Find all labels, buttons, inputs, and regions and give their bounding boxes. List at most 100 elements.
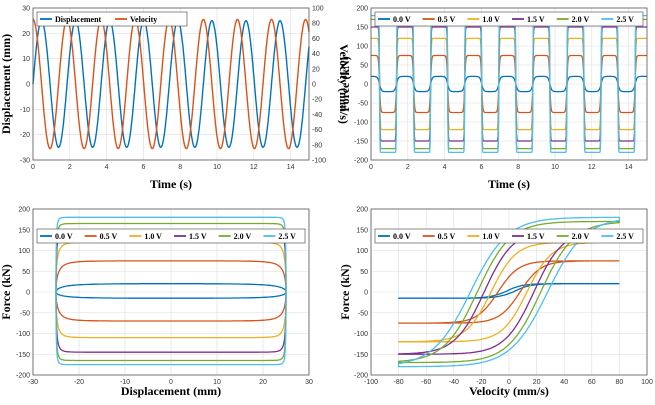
y-tick-label: -20 bbox=[20, 132, 30, 139]
x-tick-label: -60 bbox=[421, 379, 431, 386]
x-tick-label: 100 bbox=[641, 379, 653, 386]
x-axis-label: Time (s) bbox=[488, 177, 530, 191]
x-tick-label: -30 bbox=[28, 379, 38, 386]
y2-tick-label: 60 bbox=[312, 36, 320, 43]
x-tick-label: 80 bbox=[616, 379, 624, 386]
y2-tick-label: 20 bbox=[312, 66, 320, 73]
legend-box bbox=[374, 11, 644, 27]
x-tick-label: 14 bbox=[625, 164, 633, 171]
panel-1: 0 2 4 6 8 10 12 14-30-20-100102030-100-80-60-40… bbox=[0, 6, 351, 192]
x-tick-label: 2 bbox=[406, 164, 410, 171]
legend-label: 2.0 V bbox=[234, 232, 252, 241]
y-tick-label: -30 bbox=[20, 158, 30, 165]
hysteresis-disp-00V bbox=[55, 283, 287, 299]
legend-label: 1.0 V bbox=[144, 232, 162, 241]
x-tick-label: -80 bbox=[394, 379, 404, 386]
legend-label: Displacement bbox=[55, 15, 102, 24]
x-axis-label: Velocity (mm/s) bbox=[469, 384, 549, 398]
legend-box bbox=[374, 228, 644, 244]
hysteresis-vel-25V bbox=[397, 216, 621, 368]
y-tick-label: -50 bbox=[358, 310, 368, 317]
x-tick-label: 10 bbox=[213, 379, 221, 386]
x-tick-label: 0 bbox=[169, 379, 173, 386]
y2-tick-label: -60 bbox=[312, 127, 322, 134]
y-tick-label: 150 bbox=[18, 227, 30, 234]
plot-border bbox=[32, 208, 310, 376]
x-tick-label: 2 bbox=[68, 164, 72, 171]
y-tick-label: -100 bbox=[354, 120, 368, 127]
plot-border bbox=[370, 7, 648, 161]
x-tick-label: -10 bbox=[120, 379, 130, 386]
legend-label: 1.5 V bbox=[527, 15, 545, 24]
y-tick-label: -200 bbox=[354, 373, 368, 380]
y-tick-label: 50 bbox=[22, 269, 30, 276]
legend-label: 2.5 V bbox=[616, 15, 634, 24]
y-tick-label: 200 bbox=[356, 207, 368, 214]
hysteresis-vel-20V bbox=[397, 220, 621, 364]
y-tick-label: 100 bbox=[18, 248, 30, 255]
x-tick-label: 6 bbox=[141, 164, 145, 171]
x-axis-label: Time (s) bbox=[150, 177, 192, 191]
legend-label: 2.5 V bbox=[616, 232, 634, 241]
y2-tick-label: 100 bbox=[312, 6, 324, 13]
y2-tick-label: -80 bbox=[312, 142, 322, 149]
x-tick-label: 6 bbox=[479, 164, 483, 171]
y-tick-label: -100 bbox=[354, 331, 368, 338]
legend-label: 2.0 V bbox=[572, 15, 590, 24]
y-axis-label: Force (kN) bbox=[338, 56, 352, 111]
x-tick-label: 0 bbox=[369, 164, 373, 171]
panel-2: 0 2 4 6 8 10 12 14 -200 -150 -100 -50 0 50 100 150 200 Ti… bbox=[338, 6, 648, 191]
hysteresis-disp-20V bbox=[55, 222, 287, 362]
y-tick-label: 50 bbox=[360, 63, 368, 70]
y-tick-label: -100 bbox=[16, 331, 30, 338]
legend-label: 0.5 V bbox=[438, 15, 456, 24]
legend-box bbox=[36, 228, 306, 244]
y-tick-label: -50 bbox=[20, 310, 30, 317]
panel-3: -30 -20 -10 0 10 20 30-200-150-100-50050100150… bbox=[0, 207, 313, 399]
panel-4: -100 -80 -60 -40 -20 0 20 40 60 80 100-200-150-100… bbox=[338, 207, 653, 399]
y-tick-label: 150 bbox=[356, 227, 368, 234]
x-tick-label: 10 bbox=[213, 164, 221, 171]
y-tick-label: 50 bbox=[360, 269, 368, 276]
x-tick-label: 60 bbox=[588, 379, 596, 386]
x-tick-label: 40 bbox=[560, 379, 568, 386]
x-axis-label: Displacement (mm) bbox=[121, 384, 221, 398]
y-tick-label: 0 bbox=[26, 290, 30, 297]
x-tick-label: 10 bbox=[551, 164, 559, 171]
x-tick-label: 0 bbox=[507, 379, 511, 386]
hysteresis-vel-00V bbox=[397, 283, 620, 299]
x-tick-label: 8 bbox=[516, 164, 520, 171]
y-tick-label: 20 bbox=[22, 31, 30, 38]
legend-label: Velocity bbox=[130, 15, 157, 24]
y-tick-label: 200 bbox=[356, 6, 368, 13]
y2-axis-label: Velocity (mm/s) bbox=[337, 44, 351, 124]
y-tick-label: -200 bbox=[16, 373, 30, 380]
y-tick-label: 100 bbox=[356, 248, 368, 255]
y-tick-label: -150 bbox=[16, 352, 30, 359]
x-tick-label: 20 bbox=[259, 379, 267, 386]
plot-border bbox=[370, 208, 648, 376]
y2-tick-label: -20 bbox=[312, 97, 322, 104]
y-tick-label: 0 bbox=[26, 82, 30, 89]
x-tick-label: 14 bbox=[287, 164, 295, 171]
y-tick-label: 30 bbox=[22, 6, 30, 13]
y-tick-label: -50 bbox=[358, 101, 368, 108]
y2-tick-label: 0 bbox=[312, 82, 316, 89]
y-tick-label: 100 bbox=[356, 44, 368, 51]
hysteresis-disp-05V bbox=[55, 260, 287, 322]
y-axis-label: Displacement (mm) bbox=[0, 34, 13, 134]
x-tick-label: 8 bbox=[178, 164, 182, 171]
legend-label: 0.0 V bbox=[393, 232, 411, 241]
y-tick-label: 200 bbox=[18, 207, 30, 214]
legend-label: 0.5 V bbox=[100, 232, 118, 241]
legend-label: 2.5 V bbox=[278, 232, 296, 241]
plot-border bbox=[32, 7, 310, 161]
legend-label: 0.0 V bbox=[55, 232, 73, 241]
legend-label: 0.0 V bbox=[393, 15, 411, 24]
legend-box bbox=[36, 11, 188, 27]
y-tick-label: 0 bbox=[364, 290, 368, 297]
legend-label: 1.0 V bbox=[482, 232, 500, 241]
y-axis-label: Force (kN) bbox=[338, 264, 352, 319]
x-tick-label: 30 bbox=[305, 379, 313, 386]
